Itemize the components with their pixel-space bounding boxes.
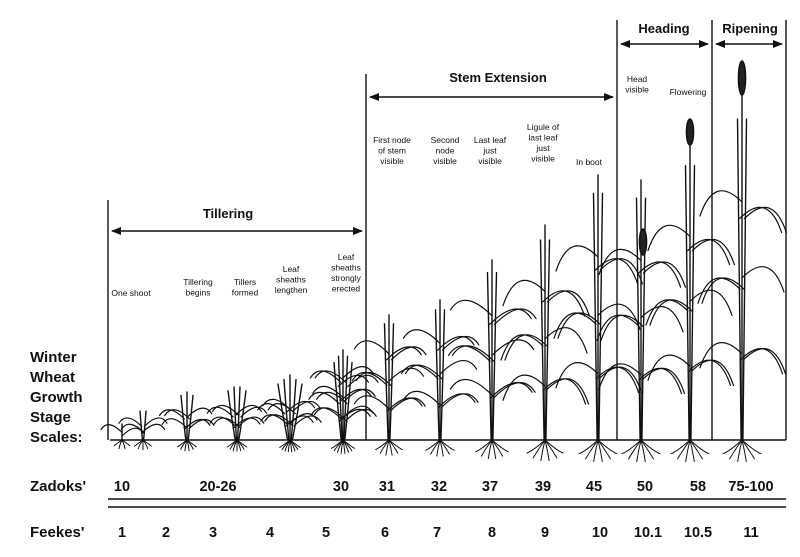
stage-description-9-line-4: visible (531, 154, 555, 164)
stage-description-2-line-1: Tillering (183, 277, 213, 287)
zadoks-value-11: 75-100 (728, 479, 773, 495)
feekes-label: Feekes' (30, 524, 84, 541)
wheat-head (737, 60, 747, 96)
plant-one-shoot (100, 423, 144, 450)
plant-leaf-sheaths-lengthen (257, 374, 322, 453)
feekes-values: 1 2 3 4 5 6 7 8 9 10 10.1 10.5 11 (118, 525, 759, 541)
stage-description-10-line-1: In boot (576, 157, 603, 167)
stage-description-9-line-3: just (535, 143, 550, 153)
feekes-value-1: 1 (118, 525, 126, 541)
plant-ripening (697, 60, 787, 463)
zadoks-value-10: 58 (690, 479, 706, 495)
feekes-value-5: 5 (322, 525, 330, 541)
wheat-head (685, 118, 695, 146)
side-title-line-5: Scales: (30, 429, 83, 446)
stage-description-12-line-1: Flowering (670, 87, 707, 97)
stage-description-11-line-1: Head (627, 74, 648, 84)
stage-description-3-line-2: formed (232, 288, 259, 298)
stage-description-7-line-1: Second (431, 135, 460, 145)
stage-description-6-line-1: First node (373, 135, 411, 145)
side-title-line-1: Winter (30, 349, 77, 366)
stage-description-8-line-3: visible (478, 156, 502, 166)
stage-description-5-line-1: Leaf (338, 252, 355, 262)
feekes-value-7: 7 (433, 525, 441, 541)
stage-description-5-line-4: erected (332, 284, 361, 294)
zadoks-value-8: 45 (586, 479, 602, 495)
phase-arrows (111, 40, 783, 235)
stage-description-4-line-3: lengthen (275, 285, 308, 295)
feekes-value-6: 6 (381, 525, 389, 541)
stage-description-7-line-2: node (436, 146, 455, 156)
plant-second-node (400, 299, 480, 457)
phase-label-heading: Heading (638, 21, 689, 36)
stage-description-9-line-2: last leaf (528, 133, 558, 143)
zadoks-value-2: 20-26 (199, 479, 236, 495)
side-title-line-3: Growth (30, 389, 83, 406)
plant-flowering (645, 118, 735, 463)
stage-description-7-line-3: visible (433, 156, 457, 166)
feekes-value-2: 2 (162, 525, 170, 541)
feekes-value-9: 9 (541, 525, 549, 541)
stage-description-8-line-2: just (482, 146, 497, 156)
plant-leaf-sheaths-erected (308, 349, 379, 454)
stage-description-6-line-2: of stem (378, 146, 406, 156)
plant-in-boot (553, 174, 643, 463)
zadoks-value-3: 30 (333, 479, 349, 495)
stage-description-11-line-2: visible (625, 85, 649, 95)
stage-description-4-line-2: sheaths (276, 275, 306, 285)
feekes-value-8: 8 (488, 525, 496, 541)
feekes-value-12: 10.5 (684, 525, 712, 541)
phase-boundaries (107, 20, 787, 440)
stage-description-6-line-3: visible (380, 156, 404, 166)
stage-description-9-line-1: Ligule of (527, 122, 560, 132)
zadoks-value-1: 10 (114, 479, 130, 495)
plant-first-node (351, 314, 427, 456)
feekes-value-4: 4 (266, 525, 274, 541)
feekes-value-3: 3 (209, 525, 217, 541)
wheat-head (638, 228, 648, 256)
stage-description-5-line-2: sheaths (331, 263, 361, 273)
zadoks-value-7: 39 (535, 479, 551, 495)
plant-early-tillering (118, 410, 168, 451)
zadoks-value-6: 37 (482, 479, 498, 495)
feekes-value-10: 10 (592, 525, 608, 541)
zadoks-values: 10 20-26 30 31 32 37 39 45 50 58 75-100 (114, 479, 774, 495)
plant-last-leaf-visible (447, 259, 537, 459)
stage-description-3-line-1: Tillers (234, 277, 256, 287)
plant-tillering-begins (158, 391, 215, 452)
plant-illustrations (100, 60, 787, 463)
phase-label-stem-extension: Stem Extension (449, 70, 547, 85)
plant-ligule-visible (500, 224, 590, 462)
stage-description-4-line-1: Leaf (283, 264, 300, 274)
phase-label-ripening: Ripening (722, 21, 778, 36)
stage-description-1-line-1: One shoot (111, 288, 151, 298)
stage-descriptions: One shootTilleringbeginsTillersformedLea… (111, 74, 706, 298)
zadoks-value-9: 50 (637, 479, 653, 495)
zadoks-label: Zadoks' (30, 478, 86, 495)
plant-tillers-formed (206, 386, 268, 452)
side-title-line-4: Stage (30, 409, 71, 426)
side-title-line-2: Wheat (30, 369, 75, 386)
side-title: Winter Wheat Growth Stage Scales: (30, 349, 83, 446)
stage-description-8-line-1: Last leaf (474, 135, 507, 145)
feekes-value-11: 10.1 (634, 525, 662, 541)
feekes-value-13: 11 (743, 525, 758, 541)
stage-description-5-line-3: strongly (331, 273, 362, 283)
zadoks-value-4: 31 (379, 479, 395, 495)
phase-label-tillering: Tillering (203, 206, 253, 221)
plant-head-visible (596, 179, 686, 463)
stage-description-2-line-2: begins (185, 288, 210, 298)
zadoks-value-5: 32 (431, 479, 447, 495)
